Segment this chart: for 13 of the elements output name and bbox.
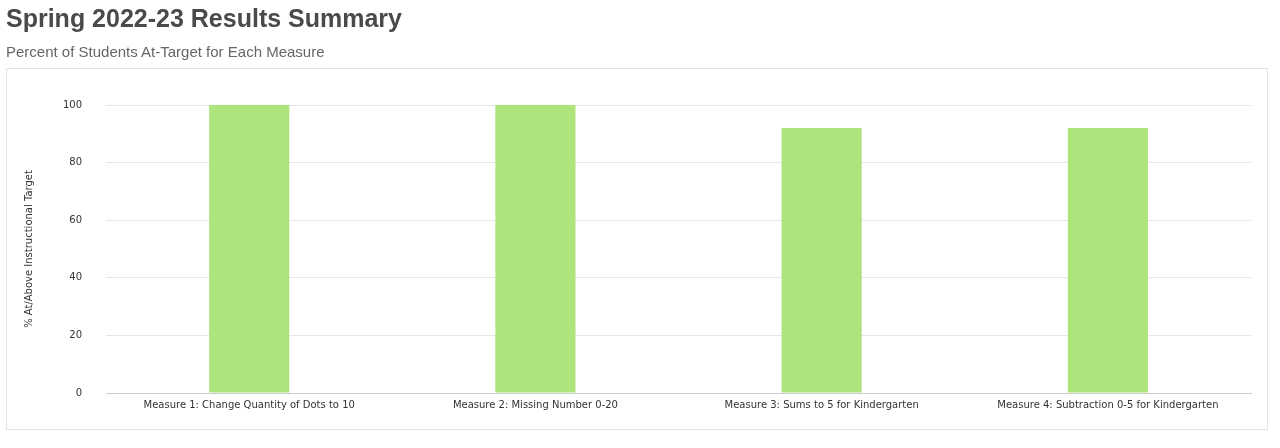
x-tick-label: Measure 3: Sums to 5 for Kindergarten [724, 398, 919, 410]
y-tick-label: 100 [62, 98, 83, 110]
chart-title: Spring 2022-23 Results Summary [6, 4, 403, 33]
x-tick-label: Measure 4: Subtraction 0-5 for Kindergarten [997, 398, 1219, 410]
x-tick-label: Measure 2: Missing Number 0-20 [452, 398, 618, 410]
y-axis-title: % At/Above Instructional Target [22, 170, 34, 328]
chart-subtitle: Percent of Students At-Target for Each Measure [6, 43, 326, 60]
y-tick-label: 60 [69, 213, 83, 225]
y-tick-label: 80 [69, 156, 83, 168]
y-tick-label: 40 [69, 271, 83, 283]
y-tick-label: 0 [75, 386, 83, 398]
y-tick-label: 20 [69, 328, 83, 340]
x-tick-label: Measure 1: Change Quantity of Dots to 10 [143, 398, 355, 410]
